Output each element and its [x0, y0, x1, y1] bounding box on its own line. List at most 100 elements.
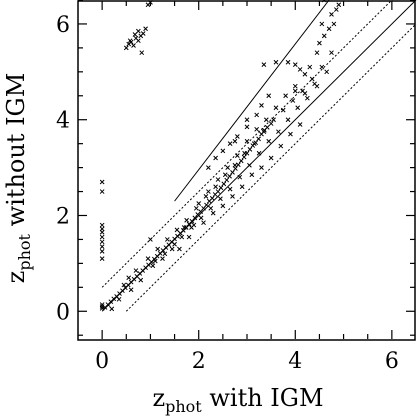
data-point: [99, 256, 105, 261]
data-point: [132, 32, 138, 37]
data-point: [230, 193, 235, 199]
data-point: [254, 112, 260, 118]
data-point: [126, 275, 132, 281]
data-point: [232, 162, 238, 168]
data-point: [201, 220, 206, 226]
data-point: [292, 83, 298, 89]
data-point: [244, 138, 250, 144]
data-point: [268, 155, 274, 161]
data-point: [109, 306, 115, 312]
data-point: [276, 129, 281, 135]
data-point: [321, 33, 327, 39]
data-point: [266, 93, 272, 99]
data-point: [206, 165, 211, 170]
data-point: [256, 150, 262, 156]
data-point: [164, 237, 170, 242]
data-point: [234, 134, 240, 139]
data-point: [331, 21, 337, 27]
x-tick-label: 0: [95, 349, 109, 374]
data-point: [238, 158, 244, 164]
data-point: [133, 268, 139, 273]
data-point: [179, 234, 185, 240]
data-point: [261, 62, 267, 68]
data-point: [314, 50, 320, 56]
data-point: [139, 50, 145, 56]
data-point: [123, 45, 129, 51]
data-point: [247, 147, 253, 152]
data-point: [121, 282, 127, 288]
data-point: [150, 263, 156, 269]
data-point: [152, 258, 158, 264]
data-point: [309, 76, 315, 82]
data-point: [237, 174, 243, 180]
data-point: [285, 59, 291, 65]
data-point: [99, 306, 105, 311]
data-point: [295, 105, 301, 111]
data-point: [174, 227, 180, 233]
data-point: [177, 246, 182, 252]
data-point: [221, 181, 227, 187]
data-point: [208, 205, 214, 211]
data-point: [305, 95, 310, 101]
data-point: [155, 246, 161, 252]
data-point: [181, 225, 187, 230]
data-point: [263, 117, 269, 123]
data-point: [162, 251, 168, 257]
y-axis-label: zphot without IGM: [2, 73, 34, 284]
data-point: [213, 155, 218, 161]
data-point: [261, 129, 267, 135]
data-point: [99, 304, 105, 309]
data-point: [99, 226, 105, 232]
data-point: [317, 40, 322, 46]
data-point: [234, 153, 240, 158]
data-point: [210, 210, 216, 216]
data-points: [99, 0, 342, 312]
data-point: [222, 172, 228, 178]
data-point: [273, 105, 279, 111]
data-point: [227, 186, 233, 192]
data-point: [329, 50, 334, 56]
data-point: [140, 31, 146, 36]
plot-frame: [77, 0, 416, 341]
x-axis-label: zphot with IGM: [152, 384, 323, 416]
data-point: [99, 234, 105, 240]
data-point: [99, 222, 105, 228]
y-tick-label: 2: [56, 204, 70, 229]
data-point: [99, 249, 105, 254]
data-point: [244, 124, 250, 130]
data-point: [227, 173, 232, 179]
data-point: [283, 93, 288, 99]
data-point: [247, 162, 252, 168]
data-point: [266, 138, 272, 144]
data-point: [143, 26, 148, 32]
data-point: [319, 64, 325, 70]
y-tick-label: 4: [56, 109, 70, 134]
data-point: [116, 296, 122, 302]
data-point: [136, 28, 141, 34]
data-point: [232, 138, 238, 144]
data-point: [220, 148, 226, 154]
data-point: [184, 217, 189, 223]
data-point: [225, 165, 231, 170]
y-tick-label: 0: [56, 300, 70, 325]
data-point: [172, 241, 177, 247]
data-point: [196, 201, 202, 206]
data-point: [312, 81, 317, 87]
data-point: [324, 69, 330, 75]
data-point: [292, 62, 298, 68]
data-point: [302, 91, 308, 96]
data-point: [319, 21, 325, 27]
data-point: [244, 117, 250, 123]
data-point: [204, 202, 209, 208]
data-point: [193, 205, 199, 211]
data-point: [99, 239, 105, 245]
data-point: [99, 179, 105, 185]
data-point: [271, 117, 276, 123]
data-point: [169, 246, 175, 252]
data-point: [297, 67, 303, 72]
data-point: [220, 203, 226, 209]
data-point: [259, 102, 264, 108]
data-point: [278, 143, 284, 149]
data-point: [131, 43, 136, 48]
